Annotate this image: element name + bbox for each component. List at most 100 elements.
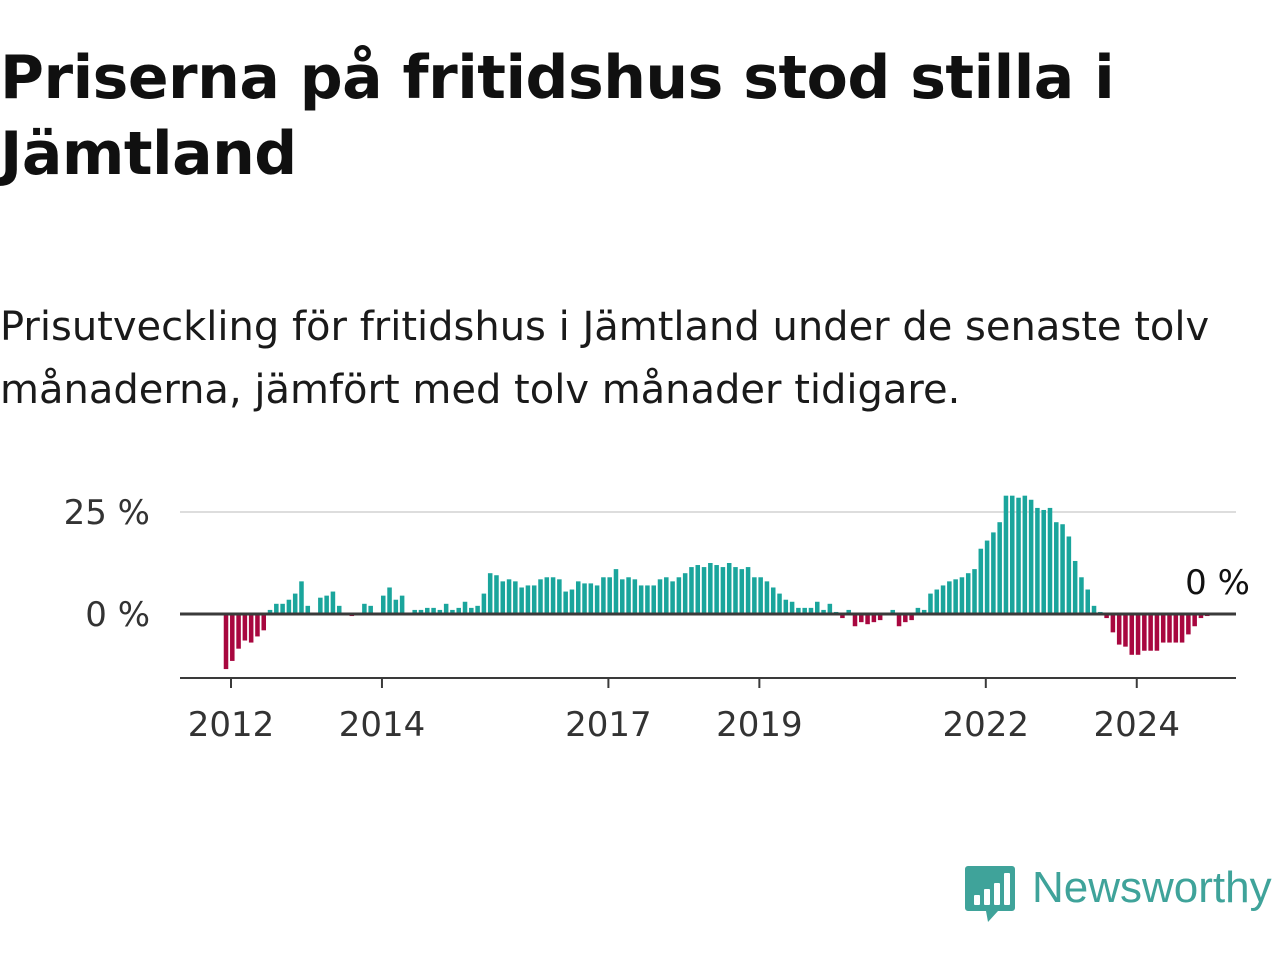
bar — [959, 577, 965, 614]
bar — [613, 569, 619, 614]
bar — [865, 614, 870, 625]
bar — [230, 614, 235, 661]
bars-layer — [223, 495, 1210, 670]
bar — [701, 567, 707, 614]
bar — [525, 585, 531, 614]
bar — [626, 577, 631, 614]
bar — [519, 587, 524, 614]
bar — [764, 581, 770, 614]
bar — [1116, 614, 1122, 645]
bar — [550, 577, 556, 614]
bar — [1142, 614, 1147, 651]
bar — [1198, 614, 1204, 619]
bar — [575, 581, 581, 614]
bar — [714, 565, 719, 614]
bar — [362, 603, 367, 614]
bar — [965, 573, 971, 614]
bar — [689, 567, 694, 614]
bar — [915, 607, 921, 614]
bar — [531, 585, 537, 614]
bar — [620, 579, 625, 614]
bar — [462, 601, 468, 614]
bar — [978, 548, 984, 614]
bar — [789, 601, 795, 614]
bar — [890, 609, 896, 614]
bar — [815, 601, 820, 614]
page-subtitle: Prisutveckling för fritidshus i Jämtland… — [0, 304, 1210, 413]
bar — [638, 585, 644, 614]
newsworthy-logo: Newsworthy — [964, 864, 1276, 928]
bar — [859, 614, 864, 623]
bar — [286, 599, 292, 614]
bar — [330, 591, 336, 614]
bar — [569, 589, 575, 614]
bar — [1028, 499, 1034, 614]
bar — [1060, 524, 1065, 614]
bar — [418, 609, 424, 614]
bar — [538, 579, 543, 614]
bar — [1079, 577, 1084, 614]
bar — [984, 540, 990, 614]
bar — [1054, 522, 1059, 614]
bar — [928, 593, 933, 614]
bar — [777, 593, 782, 614]
brand-name: Newsworthy — [1032, 863, 1272, 912]
bar — [808, 607, 814, 614]
page-title: Priserna på fritidshus stod stilla i Jäm… — [0, 43, 1115, 189]
bar — [248, 614, 254, 643]
x-tick-label: 2017 — [565, 705, 652, 745]
bar — [280, 603, 285, 614]
bar — [324, 595, 329, 614]
bar — [1003, 495, 1009, 614]
bar — [840, 614, 845, 619]
bar — [236, 614, 241, 649]
bar — [255, 614, 260, 637]
bar — [1041, 509, 1046, 614]
bar — [487, 573, 493, 614]
bar — [758, 577, 763, 614]
bar — [752, 577, 757, 614]
bar — [368, 605, 373, 614]
bar — [871, 614, 877, 623]
bar — [1035, 507, 1040, 614]
bar — [437, 609, 443, 614]
bar — [991, 532, 996, 614]
y-tick-label: 0 % — [85, 595, 150, 635]
last-value-label: 0 % — [1185, 563, 1250, 603]
bar — [1091, 605, 1097, 614]
bar — [1022, 495, 1028, 614]
bar — [997, 522, 1002, 614]
bar — [399, 595, 405, 614]
x-tick-label: 2019 — [716, 705, 803, 745]
bar — [745, 567, 751, 614]
bar — [582, 583, 587, 614]
bar — [387, 587, 392, 614]
bar — [783, 599, 789, 614]
bar — [877, 614, 883, 621]
bar — [1167, 614, 1172, 643]
bar — [670, 581, 675, 614]
bar — [632, 579, 638, 614]
y-tick-label: 25 % — [64, 493, 150, 533]
bar — [739, 569, 745, 614]
bar — [657, 579, 663, 614]
bar — [563, 591, 568, 614]
bar — [412, 609, 417, 614]
bar — [645, 585, 650, 614]
bar — [267, 609, 273, 614]
bar — [695, 565, 701, 614]
bar — [1110, 614, 1116, 633]
bar — [223, 614, 229, 670]
bar — [274, 603, 279, 614]
bar — [682, 573, 688, 614]
bar — [852, 614, 858, 627]
bar — [380, 595, 386, 614]
bar — [242, 614, 248, 641]
bar — [456, 607, 461, 614]
bar — [513, 581, 518, 614]
bar — [431, 607, 436, 614]
bar — [947, 581, 952, 614]
bar-chart-speech-bubble-icon — [965, 866, 1015, 922]
bar — [733, 567, 738, 614]
bar — [594, 585, 600, 614]
